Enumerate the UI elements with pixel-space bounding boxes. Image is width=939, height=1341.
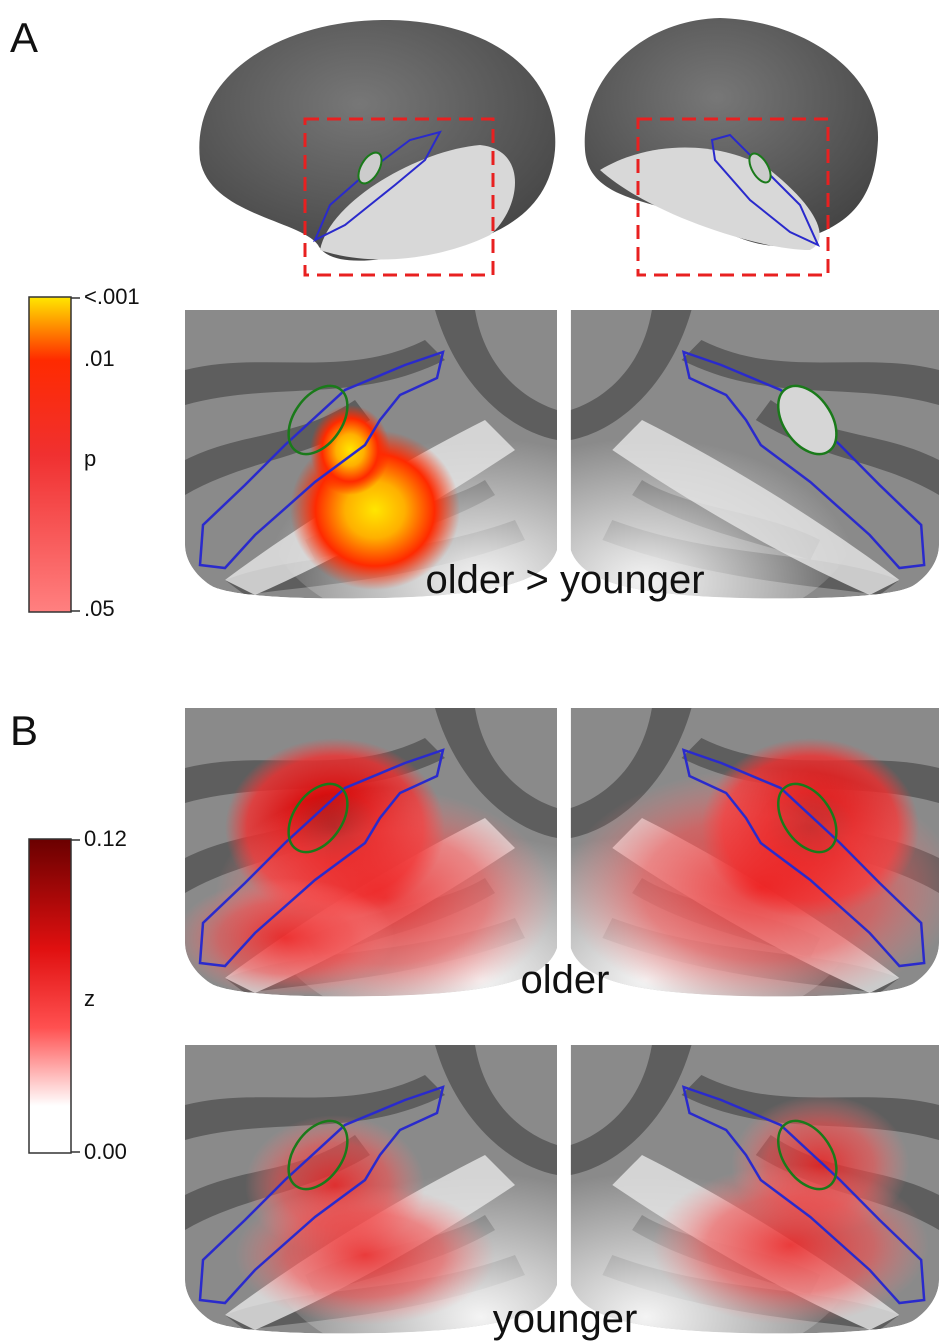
gyrus-highlight: [570, 390, 860, 599]
roi-outline: [681, 350, 926, 570]
caption: younger: [493, 1297, 638, 1341]
zoom-panel: [185, 708, 557, 997]
activation: [310, 405, 390, 495]
panel-content: [185, 1045, 557, 1334]
colorbar-tick-label: <.001: [84, 284, 140, 309]
zoom-panels: [185, 310, 939, 1334]
temporal-region: [320, 145, 515, 260]
colorbar-tick-label: .05: [84, 596, 115, 621]
zoom-box: [303, 117, 495, 277]
zoom-box: [636, 117, 830, 277]
roi-outline: [681, 748, 926, 968]
panel-content: [570, 310, 939, 599]
colorbar-tick-label: 0.00: [84, 1139, 127, 1164]
activation: [570, 768, 939, 997]
sulcus: [185, 1075, 445, 1140]
roi-ellipse: [777, 1119, 838, 1191]
caption: older: [521, 958, 610, 1002]
roi-outline: [710, 133, 821, 248]
roi-ellipse: [777, 782, 838, 854]
panel-content: [570, 1045, 939, 1334]
roi-ellipse: [287, 782, 349, 854]
brain-left: [199, 19, 556, 261]
roi-outline: [681, 1085, 926, 1305]
activation: [235, 1185, 495, 1325]
zoom-panel: [570, 1045, 939, 1334]
roi-outline: [313, 130, 442, 243]
colorbar: [28, 838, 72, 1154]
panel-label: A: [10, 14, 38, 61]
roi-outline: [198, 350, 445, 570]
roi-ellipse: [357, 151, 383, 185]
colorbar-tick-label: .01: [84, 346, 115, 371]
brain-right: [584, 18, 879, 250]
colorbar-label: p: [84, 446, 96, 471]
colorbar: [28, 296, 72, 613]
zoom-panel: [185, 310, 557, 599]
zoom-panel: [570, 708, 939, 997]
roi-ellipse: [748, 152, 772, 184]
roi-outline: [198, 1085, 445, 1305]
panel-label: B: [10, 707, 38, 754]
activation: [185, 878, 395, 997]
roi-ellipse: [777, 384, 838, 456]
roi-ellipse: [287, 1119, 349, 1191]
roi-ellipse: [287, 384, 349, 456]
zoom-panel: [570, 310, 939, 599]
roi-outline: [198, 748, 445, 968]
panel-content: [185, 708, 557, 997]
caption: older > younger: [425, 558, 704, 602]
panel-content: [570, 708, 939, 997]
sulcus: [681, 340, 939, 405]
colorbar-tick-label: 0.12: [84, 826, 127, 851]
sulcus: [185, 340, 445, 405]
panel-content: [185, 310, 557, 599]
colorbar-label: z: [84, 986, 95, 1011]
zoom-panel: [185, 1045, 557, 1334]
gyrus-band: [612, 420, 900, 595]
activation: [651, 1165, 930, 1325]
